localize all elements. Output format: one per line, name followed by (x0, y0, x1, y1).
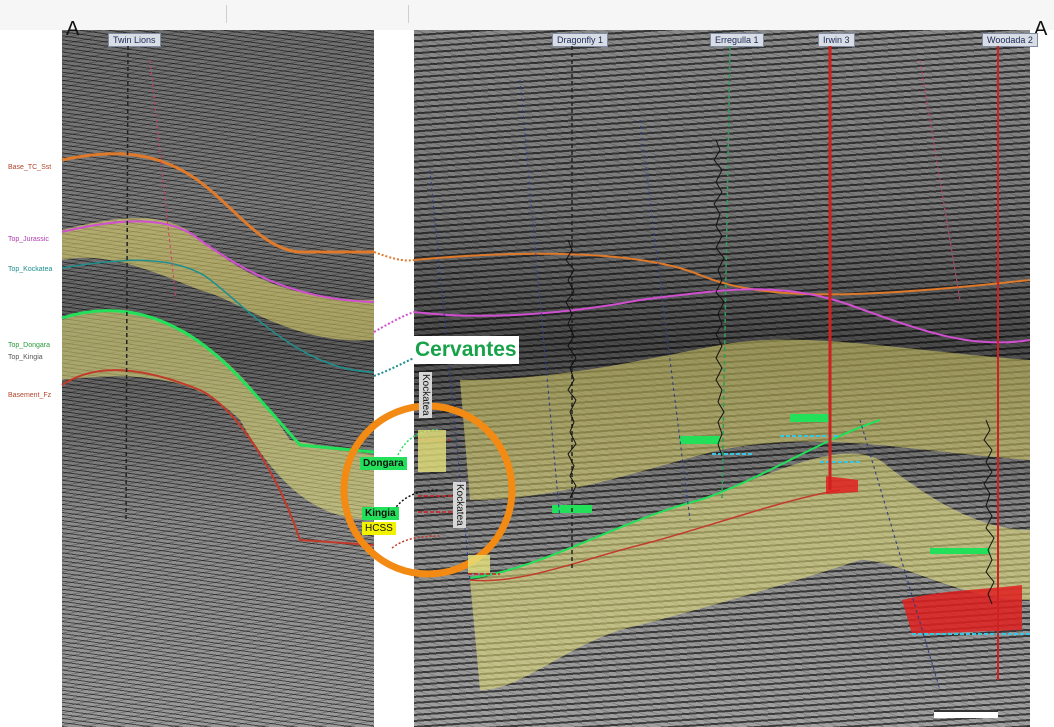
fault-line (519, 79, 561, 521)
hcss-tag: HCSS (362, 522, 396, 535)
well-label-woodada[interactable]: Woodada 2 (982, 33, 1038, 47)
kingia-tag: Kingia (362, 507, 399, 520)
horizon-connector-orange (373, 251, 415, 262)
yellow-block (418, 430, 446, 472)
zone-yellow-left-upper (62, 218, 374, 341)
well-path-twin-lions (125, 45, 129, 521)
fault-line (919, 59, 961, 301)
green-marker (680, 436, 720, 444)
right-margin (1030, 30, 1054, 727)
horizon-label: Top_Dongara (8, 342, 51, 349)
dongara-tag: Dongara (360, 457, 407, 470)
corner-label-left: A (66, 18, 80, 40)
toolbar-cell-1[interactable] (6, 5, 227, 23)
horizon-connector-pink (373, 311, 415, 333)
horizon-red-right (469, 489, 841, 582)
cervantes-label: Cervantes (413, 336, 519, 364)
kingia-connector (393, 489, 439, 511)
fault-line (859, 419, 941, 691)
zone-yellow-right-upper (460, 339, 1030, 500)
well-label-erregulla[interactable]: Erregulla 1 (710, 33, 764, 47)
well-label-irwin[interactable]: Irwin 3 (818, 33, 855, 47)
zone-yellow-right-lower (470, 453, 1030, 690)
horizon-pink-right (413, 288, 1031, 344)
fault-line (639, 119, 691, 521)
well-label-dragonfly[interactable]: Dragonfly 1 (552, 33, 609, 47)
horizon-green-right (469, 419, 881, 579)
gas-zone-woodada (902, 585, 1022, 634)
kockatea-label-lower: Kockatea (453, 482, 466, 528)
toolbar-cell-2[interactable] (228, 5, 409, 23)
hcss-connector (391, 535, 441, 549)
horizon-label: Basement_Fz (8, 392, 52, 399)
green-marker (930, 548, 990, 554)
green-marker (790, 414, 830, 422)
horizon-teal-left (61, 259, 375, 373)
well-log-dragonfly (565, 239, 577, 499)
horizon-label: Base_TC_Sst (8, 164, 52, 171)
horizon-label: Top_Jurassic (8, 236, 49, 243)
horizon-orange-right (413, 252, 1031, 296)
horizon-red-left (61, 369, 375, 546)
horizon-label: Top_Kockatea (8, 266, 53, 273)
gas-zone-irwin (826, 476, 858, 494)
zone-yellow-left-lower (62, 309, 374, 520)
depth-ruler (0, 30, 62, 727)
horizon-green-left (61, 309, 375, 454)
well-log-erregulla (713, 139, 725, 457)
scale-bar (934, 710, 998, 718)
horizon-pink-left (61, 220, 375, 303)
horizon-orange-left (61, 152, 374, 254)
horizon-connector-teal (373, 357, 415, 377)
horizon-label: Top_Kingia (8, 354, 43, 361)
yellow-block (468, 555, 490, 573)
well-log-woodada (983, 419, 995, 605)
panel-gap (374, 30, 414, 727)
kockatea-label-upper: Kockatea (419, 372, 432, 418)
well-path-erregulla (721, 45, 731, 501)
well-label-twin-lions[interactable]: Twin Lions (108, 33, 161, 47)
fault-line (149, 59, 177, 301)
